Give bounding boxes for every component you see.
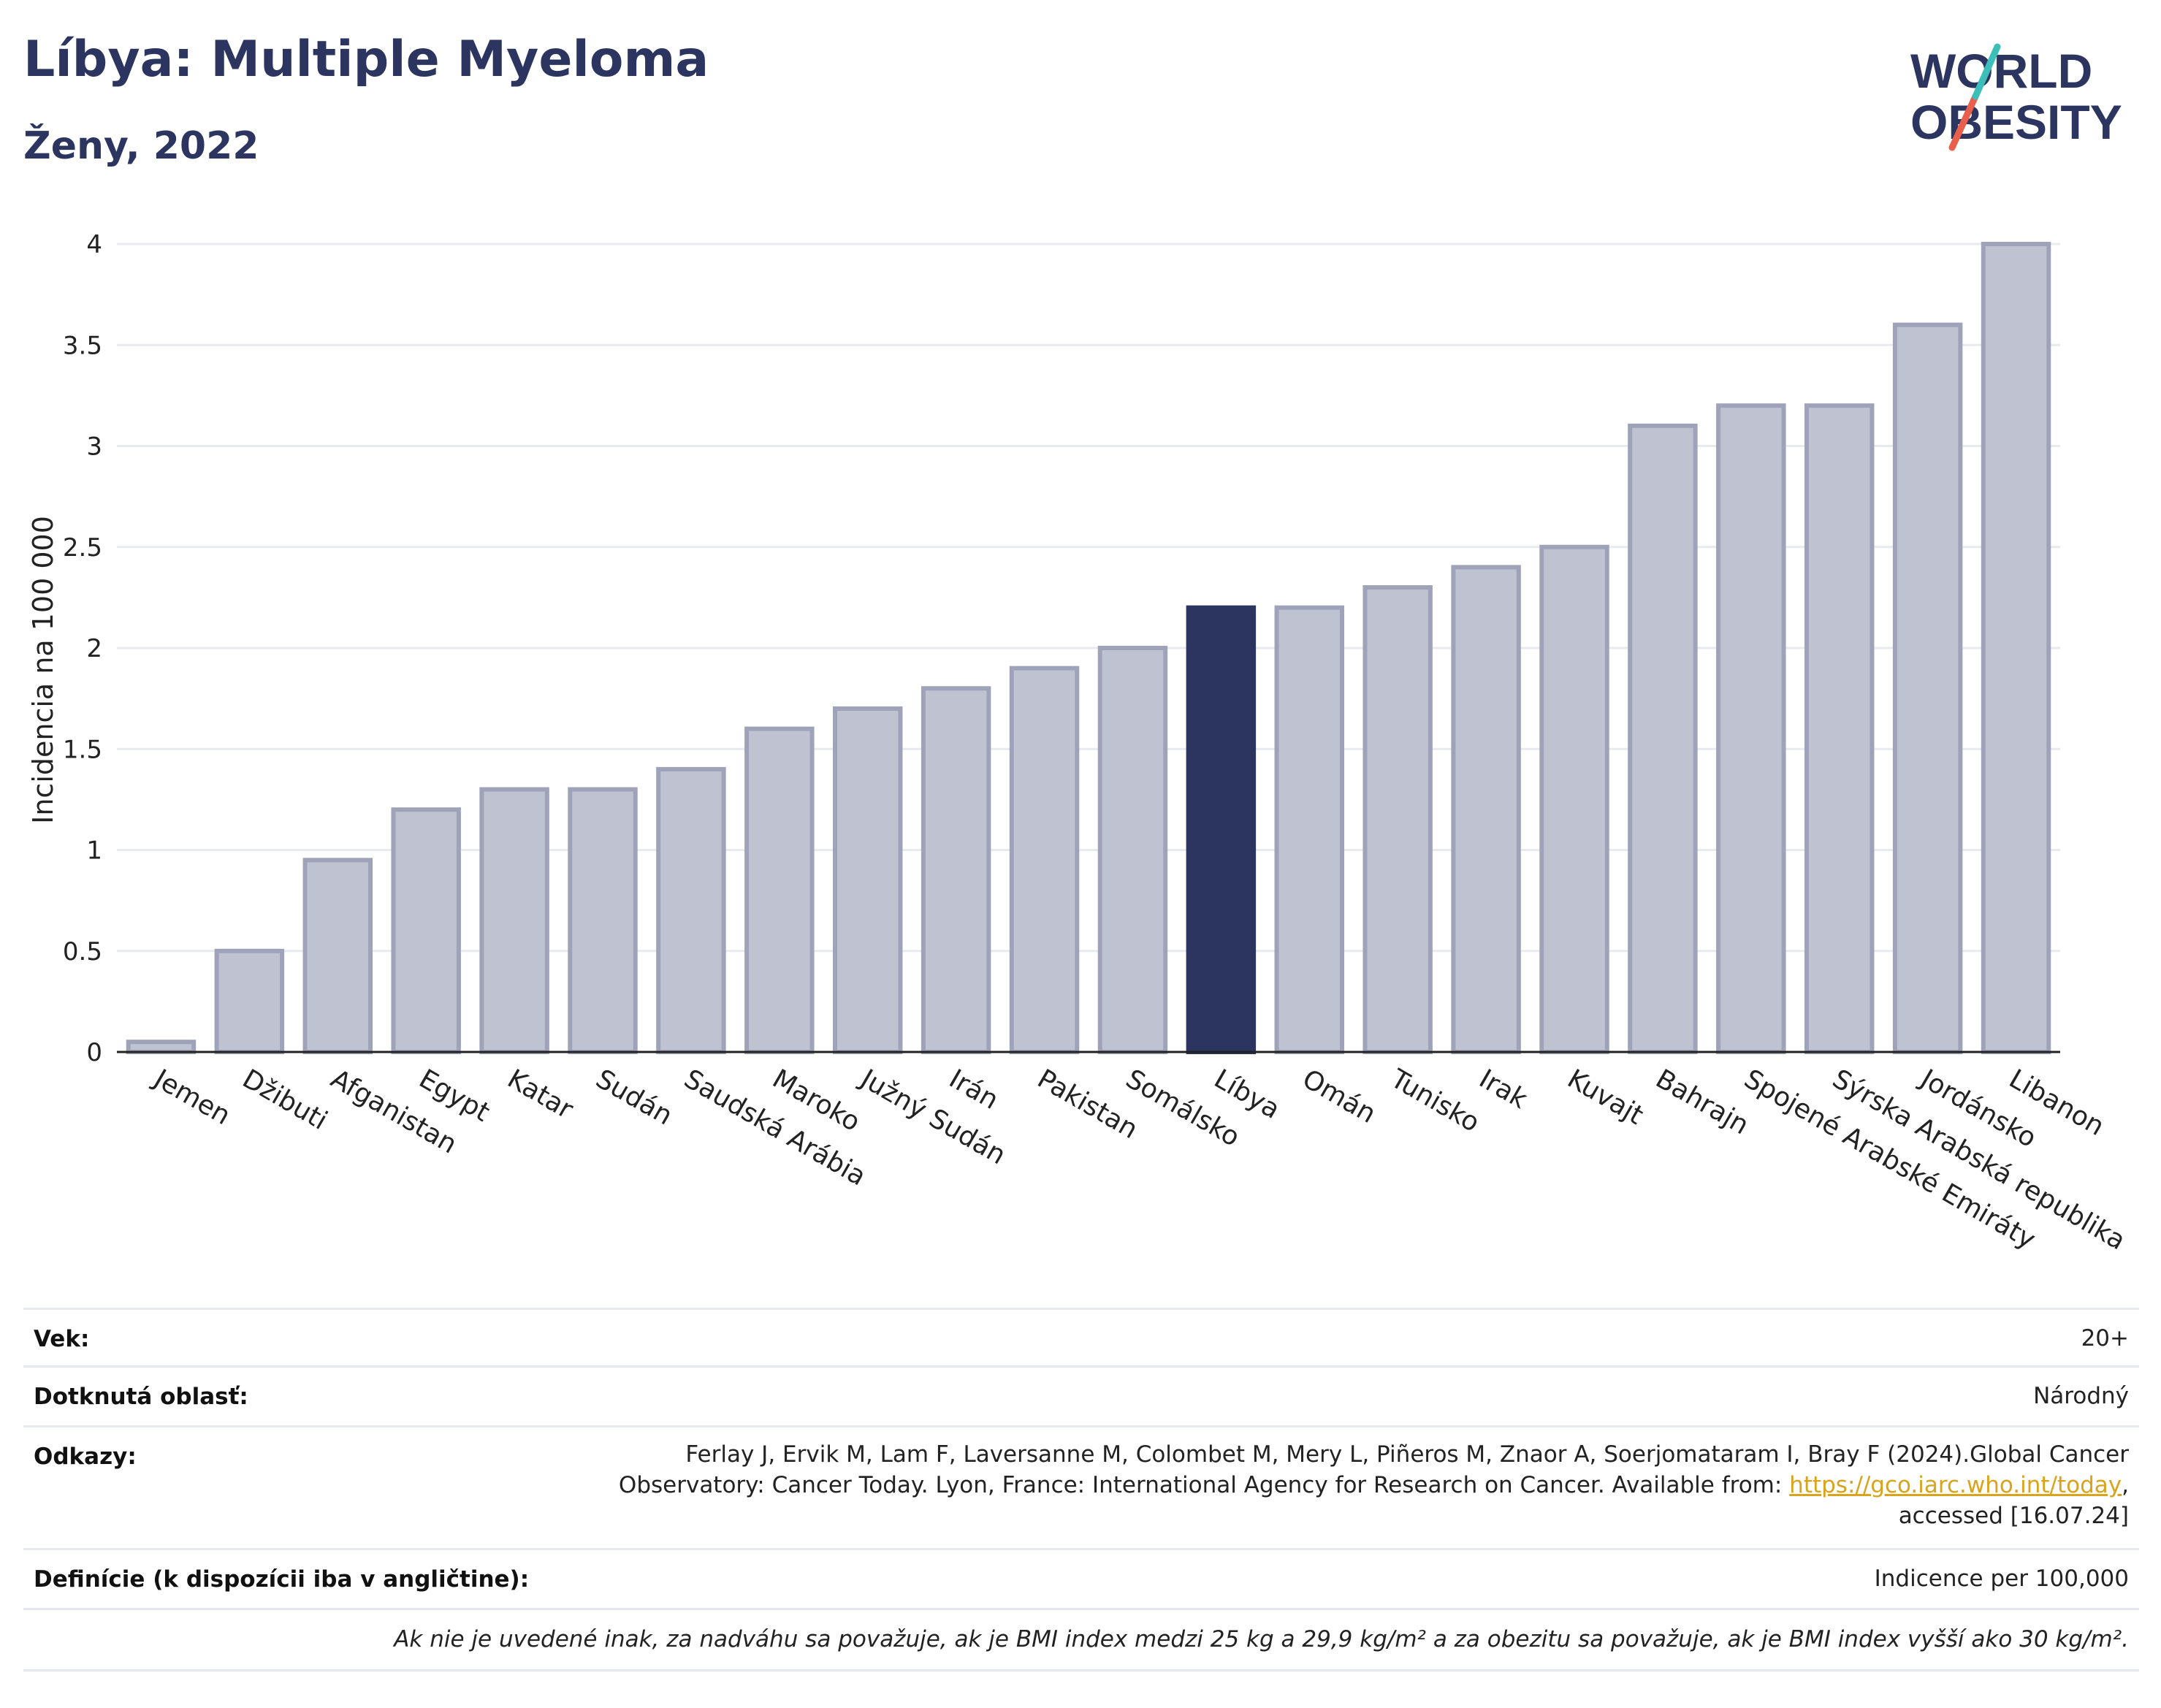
bmi-note: Ak nie je uvedené inak, za nadváhu sa po… [394,1626,2129,1652]
area-label: Dotknutá oblasť: [34,1384,248,1410]
bar-10 [1009,666,1080,1054]
age-value: 20+ [2081,1325,2129,1351]
page-subtitle: Ženy, 2022 [23,124,259,168]
y-tick-label: 4 [86,230,102,259]
bar-7 [744,726,815,1054]
x-tick-label: Irak [1474,1064,1533,1115]
references-label: Odkazy: [34,1444,137,1470]
meta-row-definitions: Definície (k dispozícii iba v angličtine… [23,1550,2139,1610]
y-tick-label: 0 [86,1038,102,1067]
y-tick-label: 0.5 [63,937,102,967]
bar-17 [1628,423,1698,1054]
bar-2 [302,858,373,1054]
y-tick-label: 2 [86,634,102,663]
age-label: Vek: [34,1326,90,1352]
x-tick-label: Južný Sudán [854,1063,1010,1170]
bar-3 [391,807,461,1054]
x-tick-label: Kuvajt [1563,1064,1649,1131]
bar-14 [1362,585,1433,1054]
logo-text-world: WORLD [1910,44,2092,98]
y-tick-label: 2.5 [63,533,102,563]
logo-text-obesity: OBESITY [1910,95,2122,149]
bar-21 [1981,242,2051,1054]
logo-slash-red [1948,93,1979,151]
bar-chart: 0 0.5 1 1.5 2 2.5 3 3.5 4 Incidencia na 100 000 Je… [27,230,2130,1256]
bar-4 [479,787,549,1055]
y-axis-title: Incidencia na 100 000 [27,516,59,824]
world-obesity-logo: WORLD OBESITY [1910,43,2122,151]
meta-row-references: Odkazy: Ferlay J, Ervik M, Lam F, Lavers… [23,1427,2139,1550]
bar-11 [1097,646,1168,1054]
definitions-value: Indicence per 100,000 [1874,1566,2129,1592]
references-line-2: Observatory: Cancer Today. Lyon, France:… [619,1470,2129,1501]
meta-row-note: Ak nie je uvedené inak, za nadváhu sa po… [23,1610,2139,1671]
bar-20 [1892,322,1963,1055]
bar-6 [656,766,726,1055]
references-line-2-end: , [2122,1472,2129,1498]
bar-12 [1186,605,1257,1054]
y-tick-label: 1.5 [63,735,102,764]
meta-row-area: Dotknutá oblasť: Národný [23,1368,2139,1427]
x-tick-label: Bahrajn [1650,1064,1753,1140]
x-tick-label: Jemen [148,1063,235,1131]
x-tick-label: Irán [944,1064,1003,1116]
bar-0 [126,1040,197,1055]
bar-15 [1451,565,1521,1054]
definitions-label: Definície (k dispozícii iba v angličtine… [34,1566,530,1593]
x-tick-label: Omán [1297,1064,1381,1129]
bar-13 [1274,605,1345,1054]
references-line-2-text: Observatory: Cancer Today. Lyon, France:… [618,1472,1790,1498]
x-tick-label: Katar [503,1064,579,1125]
y-tick-label: 1 [86,836,102,866]
area-value: Národný [2033,1383,2129,1409]
references-line-1: Ferlay J, Ervik M, Lam F, Laversanne M, … [685,1441,2129,1468]
x-tick-label: Džibuti [237,1064,332,1136]
x-tick-label: Tunisko [1385,1064,1485,1138]
meta-row-age: Vek: 20+ [23,1308,2139,1368]
x-tick-label: Sudán [591,1064,678,1131]
x-tick-label: Pakistan [1032,1064,1143,1145]
references-line-3: accessed [16.07.24] [1898,1503,2129,1529]
references-link[interactable]: https://gco.iarc.who.int/today [1789,1472,2122,1498]
bar-9 [921,686,991,1054]
logo-slash-teal [1972,43,2001,100]
bar-18 [1716,403,1786,1054]
y-tick-label: 3.5 [63,331,102,360]
references-value: Ferlay J, Ervik M, Lam F, Laversanne M, … [619,1439,2129,1531]
bar-16 [1539,544,1609,1054]
page-title: Líbya: Multiple Myeloma [23,31,709,88]
y-tick-label: 3 [86,432,102,462]
bar-5 [568,787,638,1055]
bar-1 [214,948,285,1054]
bar-19 [1804,403,1875,1054]
bar-8 [832,706,903,1054]
